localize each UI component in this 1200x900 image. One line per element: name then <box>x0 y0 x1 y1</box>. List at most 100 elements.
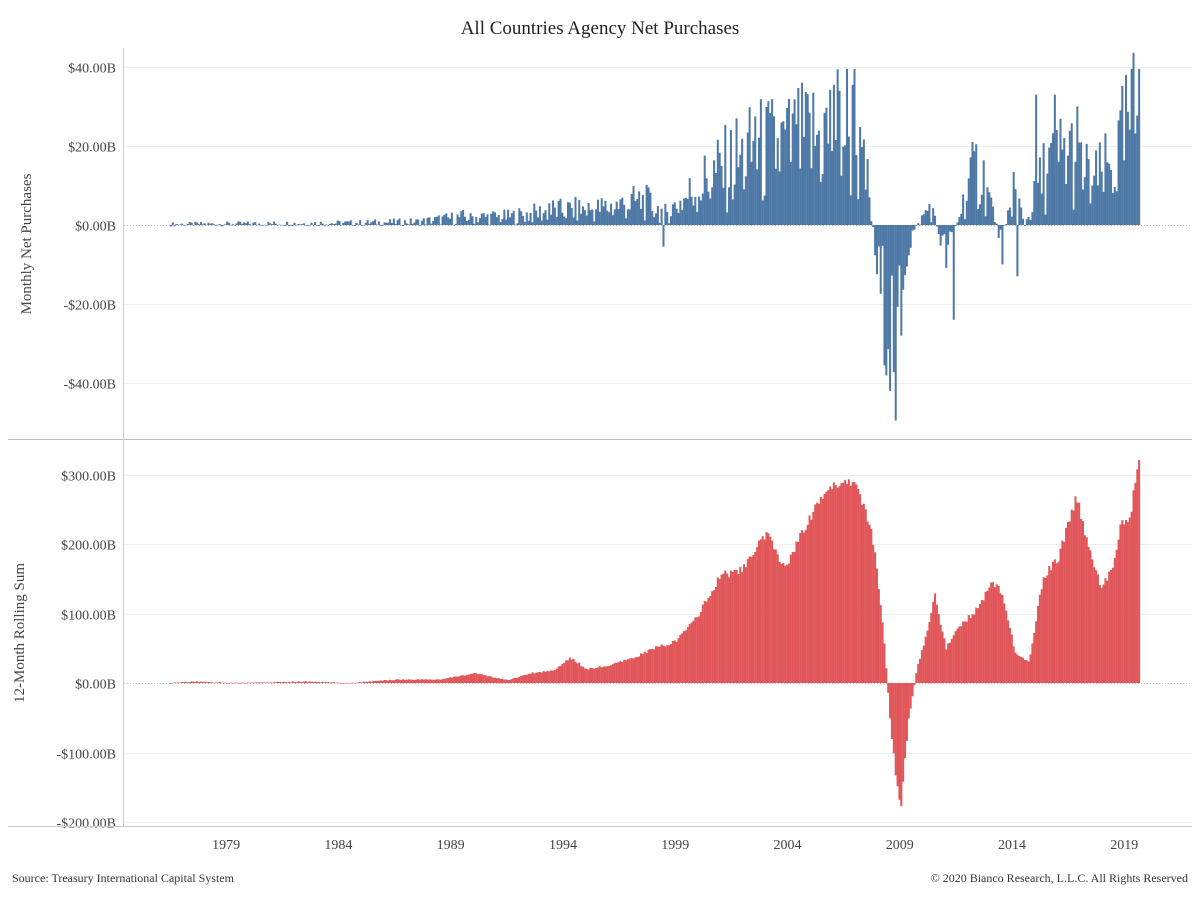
monthly-bar <box>396 220 399 225</box>
rolling-sum-bar <box>913 683 916 686</box>
monthly-bar <box>402 225 405 226</box>
monthly-bar <box>743 189 746 225</box>
monthly-bar <box>797 87 800 226</box>
monthly-bar <box>488 224 491 226</box>
monthly-bar <box>585 215 588 225</box>
rolling-sum-bar <box>1100 587 1103 683</box>
rolling-sum-bar <box>289 682 292 683</box>
monthly-bar <box>501 218 504 225</box>
monthly-bar <box>198 224 201 225</box>
monthly-bar <box>207 222 210 225</box>
monthly-net-purchases-panel: $40.00B $20.00B $0.00B -$20.00B -$40.00B Mon… <box>19 52 1192 421</box>
monthly-bar <box>776 138 779 225</box>
monthly-bar <box>810 168 813 225</box>
rolling-sum-bar <box>548 671 551 683</box>
monthly-bar <box>482 213 485 225</box>
y-tick-label: -$40.00B <box>64 378 117 393</box>
monthly-bar <box>817 130 820 225</box>
monthly-bar <box>286 221 289 225</box>
rolling-sum-bar <box>656 646 659 683</box>
monthly-bar <box>192 225 195 226</box>
rolling-sum-bar <box>1005 610 1008 683</box>
rolling-sum-bar <box>1022 657 1025 683</box>
rolling-sum-bar <box>492 677 495 683</box>
rolling-sum-bar <box>199 681 202 683</box>
rolling-sum-bar <box>737 574 740 683</box>
rolling-sum-bar <box>576 663 579 683</box>
rolling-sum-bar <box>662 645 665 683</box>
monthly-bar <box>188 221 191 225</box>
monthly-bar <box>990 197 993 225</box>
rolling-sum-bar <box>1053 559 1056 683</box>
x-tick-label: 2014 <box>998 838 1026 853</box>
rolling-sum-bar <box>681 633 684 683</box>
rolling-sum-bar <box>1085 537 1088 683</box>
monthly-bar <box>935 225 938 227</box>
monthly-bar <box>450 212 453 225</box>
rolling-sum-bar <box>885 668 888 683</box>
monthly-bar <box>512 210 515 225</box>
rolling-sum-bar <box>780 563 783 683</box>
rolling-sum-bar <box>522 675 525 683</box>
rolling-sum-bar <box>731 571 734 683</box>
rolling-sum-bar <box>460 675 463 683</box>
rolling-sum-bar <box>533 673 536 683</box>
monthly-bar <box>1050 142 1053 225</box>
monthly-bar <box>400 225 403 226</box>
monthly-bar <box>1117 120 1120 225</box>
monthly-bar <box>1053 94 1056 226</box>
monthly-bar <box>544 210 547 225</box>
rolling-sum-bar <box>321 681 324 683</box>
rolling-sum-bar <box>287 681 290 683</box>
monthly-bar <box>317 225 320 226</box>
copyright-note: © 2020 Bianco Research, L.L.C. All Right… <box>930 871 1188 885</box>
monthly-bar <box>581 206 584 225</box>
monthly-bar <box>619 199 622 225</box>
monthly-bar <box>904 225 907 276</box>
monthly-bar <box>859 126 862 225</box>
monthly-bar <box>484 217 487 225</box>
monthly-bar <box>430 223 433 225</box>
monthly-bar <box>726 212 729 225</box>
monthly-bar <box>458 217 461 225</box>
monthly-bar <box>591 209 594 225</box>
monthly-bar <box>1042 143 1045 225</box>
rolling-sum-bar <box>707 597 710 683</box>
monthly-bar <box>518 208 521 225</box>
rolling-sum-bar <box>256 682 259 683</box>
monthly-bar <box>894 225 897 421</box>
monthly-bar <box>653 217 656 225</box>
monthly-bar <box>374 219 377 225</box>
rolling-sum-bar <box>926 630 929 683</box>
monthly-bar <box>229 224 232 226</box>
rolling-sum-bar <box>939 624 942 683</box>
rolling-sum-bar <box>207 682 210 683</box>
monthly-bar <box>690 196 693 225</box>
monthly-bar <box>920 215 923 225</box>
rolling-sum-bar <box>585 668 588 683</box>
monthly-bar <box>851 84 854 226</box>
rolling-sum-bar <box>190 681 193 683</box>
rolling-sum-bar <box>553 670 556 683</box>
monthly-bar <box>956 222 959 225</box>
rolling-sum-bar <box>1007 620 1010 683</box>
rolling-sum-bar <box>769 536 772 683</box>
monthly-bar <box>1085 143 1088 225</box>
monthly-bar <box>540 220 543 225</box>
rolling-sum-bar <box>527 673 530 683</box>
monthly-bar <box>728 187 731 225</box>
rolling-sum-bar <box>636 657 639 683</box>
monthly-bar <box>445 213 448 225</box>
rolling-sum-bar <box>596 667 599 683</box>
monthly-bar <box>505 219 508 225</box>
monthly-bar <box>913 225 916 230</box>
rolling-sum-bar <box>243 682 246 684</box>
monthly-bar <box>1072 209 1075 225</box>
monthly-bar <box>589 210 592 225</box>
rolling-sum-bar <box>566 660 570 683</box>
monthly-bar <box>490 213 493 225</box>
rolling-sum-bar <box>244 683 247 684</box>
rolling-sum-bar <box>317 681 320 683</box>
rolling-sum-bar <box>1113 557 1116 683</box>
monthly-bar <box>853 68 856 225</box>
